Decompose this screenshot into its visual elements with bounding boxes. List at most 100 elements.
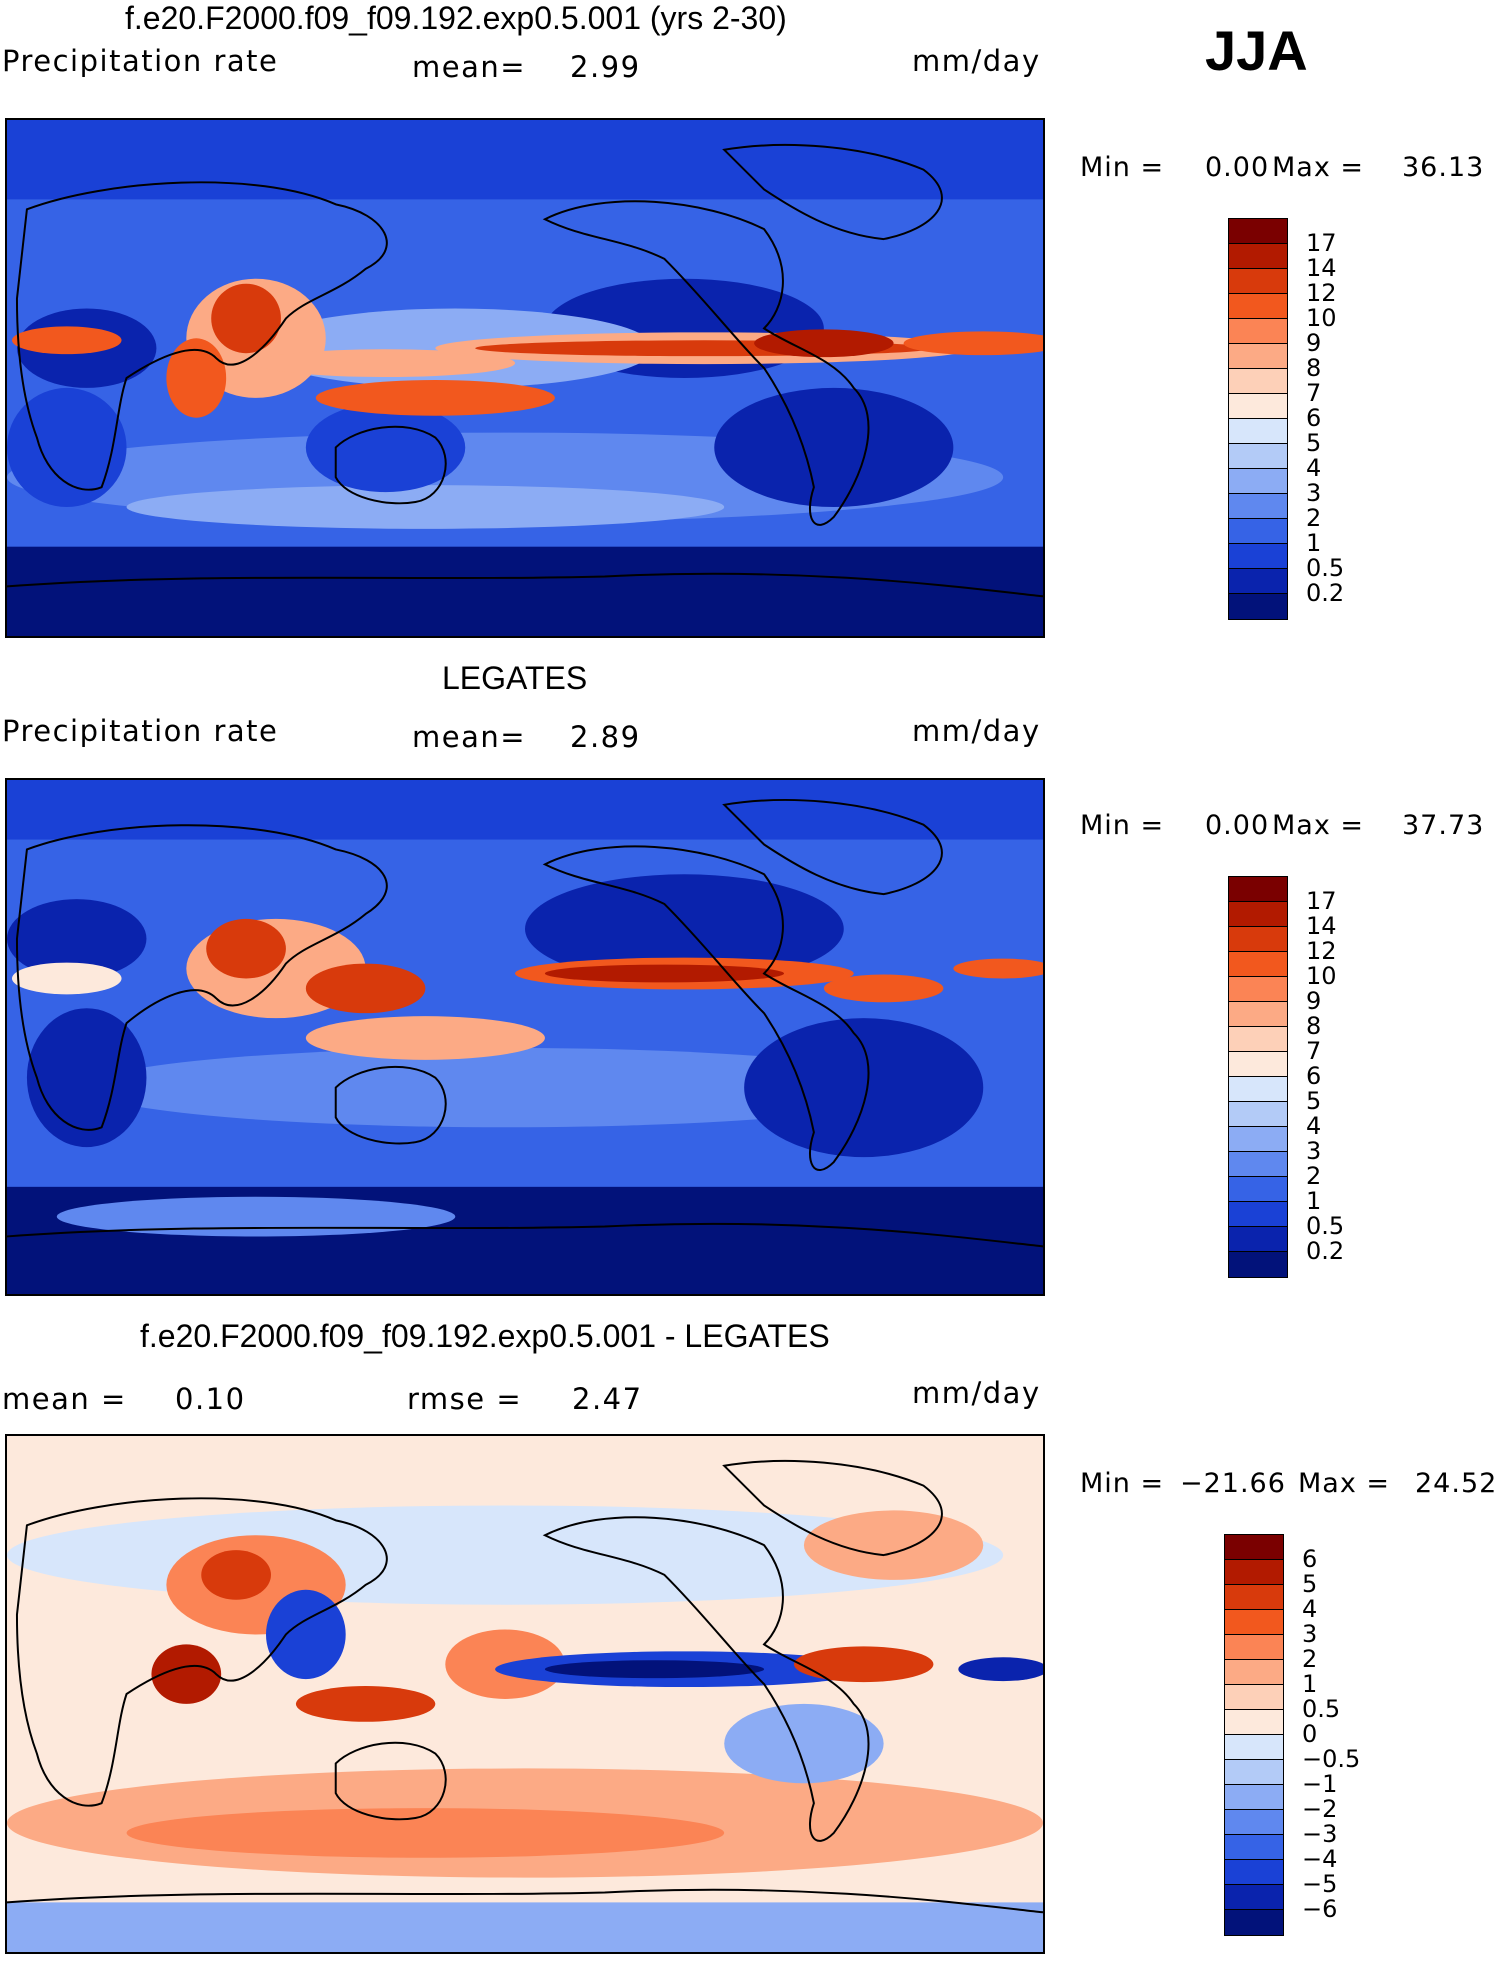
panel2-max-value: 37.73 [1402, 810, 1485, 841]
colorbar-swatch [1229, 927, 1287, 952]
colorbar-tick-label: 2 [1306, 1162, 1322, 1190]
atlantic-negative [958, 1657, 1043, 1682]
panel2-field-label: Precipitation rate [2, 714, 279, 748]
colorbar-swatch [1229, 394, 1287, 419]
panel3-max-label: Max = [1298, 1468, 1391, 1499]
colorbar-swatch [1225, 1860, 1283, 1885]
colorbar-swatch [1225, 1585, 1283, 1610]
north-atlantic-positive [803, 1510, 984, 1580]
dry-subtropic-sa [714, 387, 954, 507]
colorbar-swatch [1229, 1252, 1287, 1277]
colorbar-swatch [1229, 1052, 1287, 1077]
panel2-max-label: Max = [1272, 810, 1365, 841]
panel1-min-label: Min = [1080, 152, 1165, 183]
monsoon-core [211, 283, 281, 354]
colorbar-swatch [1229, 544, 1287, 569]
colorbar-swatch [1229, 494, 1287, 519]
colorbar-tick-label: 17 [1306, 229, 1337, 257]
west-pacific-band [256, 349, 516, 378]
colorbar-swatch [1229, 902, 1287, 927]
colorbar-swatch [1225, 1685, 1283, 1710]
monsoon-core [206, 918, 286, 979]
antarctic-neg [7, 1902, 1043, 1952]
dry-australia [305, 402, 466, 493]
sahel-band [11, 326, 122, 355]
americas-coast [542, 1516, 870, 1842]
colorbar-tick-label: 1 [1302, 1670, 1318, 1698]
panel2-mean-label: mean= [412, 720, 527, 754]
northern-band [7, 780, 1043, 840]
panel2-colorbar-labels: 17 14 12 10 9 8 7 6 5 4 3 2 1 0.5 0.2 [1306, 889, 1344, 1264]
south-america-neg [724, 1703, 884, 1784]
colorbar-swatch [1229, 1077, 1287, 1102]
panel1-field-label: Precipitation rate [2, 44, 279, 78]
colorbar-swatch [1229, 369, 1287, 394]
colorbar-tick-label: 5 [1302, 1570, 1318, 1598]
colorbar-swatch [1229, 952, 1287, 977]
colorbar-swatch [1229, 319, 1287, 344]
colorbar-tick-label: 3 [1302, 1620, 1318, 1648]
colorbar-swatch [1229, 1102, 1287, 1127]
panel2-mean-value: 2.89 [570, 720, 641, 754]
monsoon-arabian [166, 338, 227, 418]
colorbar-swatch [1229, 419, 1287, 444]
colorbar-tick-label: 2 [1302, 1645, 1318, 1673]
colorbar-swatch [1225, 1760, 1283, 1785]
colorbar-swatch [1225, 1635, 1283, 1660]
colorbar-tick-label: 9 [1306, 329, 1322, 357]
atlantic-itcz [953, 958, 1043, 979]
colorbar-tick-label: 12 [1306, 937, 1337, 965]
panel1-colorbar [1228, 218, 1288, 620]
colorbar-tick-label: 3 [1306, 479, 1322, 507]
colorbar-tick-label: −4 [1302, 1845, 1338, 1873]
colorbar-swatch [1229, 244, 1287, 269]
colorbar-tick-label: 8 [1306, 354, 1322, 382]
colorbar-tick-label: 7 [1306, 1037, 1322, 1065]
antarctica-coast [7, 1888, 1043, 1914]
colorbar-swatch [1229, 569, 1287, 594]
colorbar-tick-label: 0.5 [1302, 1695, 1341, 1723]
colorbar-swatch [1225, 1835, 1283, 1860]
colorbar-tick-label: 2 [1306, 504, 1322, 532]
colorbar-swatch [1229, 1027, 1287, 1052]
colorbar-swatch [1229, 1152, 1287, 1177]
colorbar-swatch [1225, 1810, 1283, 1835]
panel3-colorbar-labels: 6 5 4 3 2 1 0.5 0 −0.5 −1 −2 −3 −4 −5 −6 [1302, 1547, 1360, 1922]
colorbar-swatch [1225, 1910, 1283, 1935]
panel2-map [5, 778, 1045, 1296]
panel3-colorbar [1224, 1534, 1284, 1936]
colorbar-swatch [1229, 1002, 1287, 1027]
season-label: JJA [1205, 19, 1308, 82]
colorbar-tick-label: 10 [1306, 962, 1337, 990]
eurasia-africa-coast [15, 824, 388, 1131]
colorbar-swatch [1229, 977, 1287, 1002]
colorbar-swatch [1225, 1660, 1283, 1685]
panel2-title: LEGATES [442, 660, 588, 696]
central-america-positive [793, 1646, 934, 1683]
dry-subtropic-sa [744, 1018, 984, 1158]
panel1-map-svg [7, 120, 1043, 636]
colorbar-tick-label: 3 [1306, 1137, 1322, 1165]
colorbar-tick-label: 17 [1306, 887, 1337, 915]
panel2-colorbar [1228, 876, 1288, 1278]
colorbar-tick-label: 7 [1306, 379, 1322, 407]
colorbar-swatch [1229, 519, 1287, 544]
colorbar-swatch [1225, 1885, 1283, 1910]
panel3-map [5, 1434, 1045, 1954]
colorbar-tick-label: 0.5 [1306, 554, 1345, 582]
colorbar-tick-label: −0.5 [1302, 1745, 1361, 1773]
colorbar-tick-label: 8 [1306, 1012, 1322, 1040]
panel3-rmse-label: rmse = [407, 1382, 523, 1416]
australia-coast [334, 1065, 447, 1145]
americas-coast [542, 845, 870, 1171]
atlantic-itcz [903, 331, 1043, 356]
panel1-title: f.e20.F2000.f09_f09.192.exp0.5.001 (yrs … [125, 0, 787, 36]
panel1-mean-value: 2.99 [570, 50, 641, 84]
colorbar-tick-label: 5 [1306, 429, 1322, 457]
colorbar-swatch [1229, 877, 1287, 902]
colorbar-tick-label: −2 [1302, 1795, 1338, 1823]
antarctic-band [7, 546, 1043, 636]
colorbar-swatch [1229, 594, 1287, 619]
maritime-positive [295, 1686, 436, 1722]
itcz-negative-core [544, 1660, 765, 1679]
